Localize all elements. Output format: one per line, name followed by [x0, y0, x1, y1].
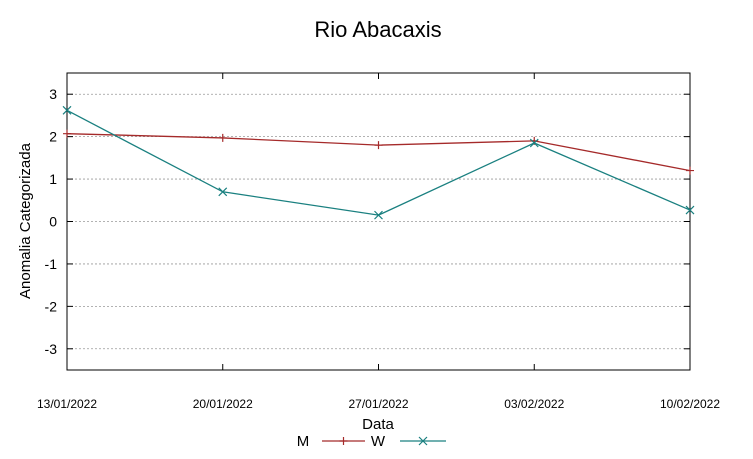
series-w-point [374, 210, 383, 220]
x-axis: 13/01/2022 20/01/2022 27/01/2022 03/02/2022… [37, 73, 720, 411]
legend-label-m: M [297, 433, 310, 450]
series-w-point [529, 138, 539, 148]
series-w-line [66, 109, 691, 216]
y-tick-label: 2 [49, 129, 57, 145]
y-tick-label: 3 [49, 86, 57, 102]
legend-marker-m [339, 437, 348, 445]
x-tick-label: 27/01/2022 [348, 397, 408, 411]
y-tick-label: 0 [49, 214, 57, 230]
series-m-point [374, 141, 383, 150]
y-axis: 3 2 1 0 -1 -2 -3 [45, 86, 690, 357]
series-m-point [63, 129, 71, 138]
x-tick-label: 03/02/2022 [504, 397, 564, 411]
y-tick-label: -3 [45, 341, 58, 357]
x-axis-label: Data [362, 416, 394, 433]
x-tick-label: 13/01/2022 [37, 397, 97, 411]
series-w-point [685, 205, 695, 215]
y-tick-label: -2 [45, 298, 58, 314]
series-group [62, 105, 695, 220]
series-m-point [686, 166, 694, 175]
series-w-point [62, 105, 72, 115]
series-w-point [218, 187, 228, 197]
y-tick-label: -1 [45, 256, 58, 272]
grid-lines [67, 93, 690, 350]
x-tick-label: 20/01/2022 [193, 397, 253, 411]
y-tick-label: 1 [49, 171, 57, 187]
legend-label-w: W [371, 433, 386, 450]
y-axis-label: Anomalia Categorizada [17, 142, 34, 299]
x-tick-label: 10/02/2022 [660, 397, 720, 411]
series-m-point [218, 133, 227, 142]
series-w [62, 105, 695, 220]
series-m-line [66, 133, 691, 172]
chart-title: Rio Abacaxis [314, 17, 441, 42]
legend-marker-w [418, 436, 428, 446]
